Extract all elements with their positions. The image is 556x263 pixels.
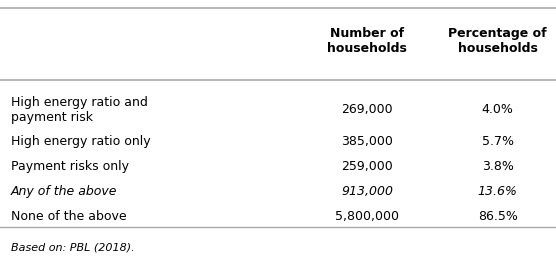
Text: Based on: PBL (2018).: Based on: PBL (2018). <box>11 242 135 252</box>
Text: 269,000: 269,000 <box>341 103 393 116</box>
Text: Percentage of
households: Percentage of households <box>448 27 547 55</box>
Text: 5.7%: 5.7% <box>481 135 514 148</box>
Text: 3.8%: 3.8% <box>481 160 514 173</box>
Text: 259,000: 259,000 <box>341 160 393 173</box>
Text: Any of the above: Any of the above <box>11 185 118 198</box>
Text: 913,000: 913,000 <box>341 185 393 198</box>
Text: High energy ratio only: High energy ratio only <box>11 135 151 148</box>
Text: 5,800,000: 5,800,000 <box>335 210 399 223</box>
Text: 4.0%: 4.0% <box>481 103 514 116</box>
Text: 86.5%: 86.5% <box>478 210 518 223</box>
Text: Payment risks only: Payment risks only <box>11 160 129 173</box>
Text: 13.6%: 13.6% <box>478 185 518 198</box>
Text: Number of
households: Number of households <box>327 27 407 55</box>
Text: 385,000: 385,000 <box>341 135 393 148</box>
Text: None of the above: None of the above <box>11 210 127 223</box>
Text: High energy ratio and
payment risk: High energy ratio and payment risk <box>11 96 148 124</box>
